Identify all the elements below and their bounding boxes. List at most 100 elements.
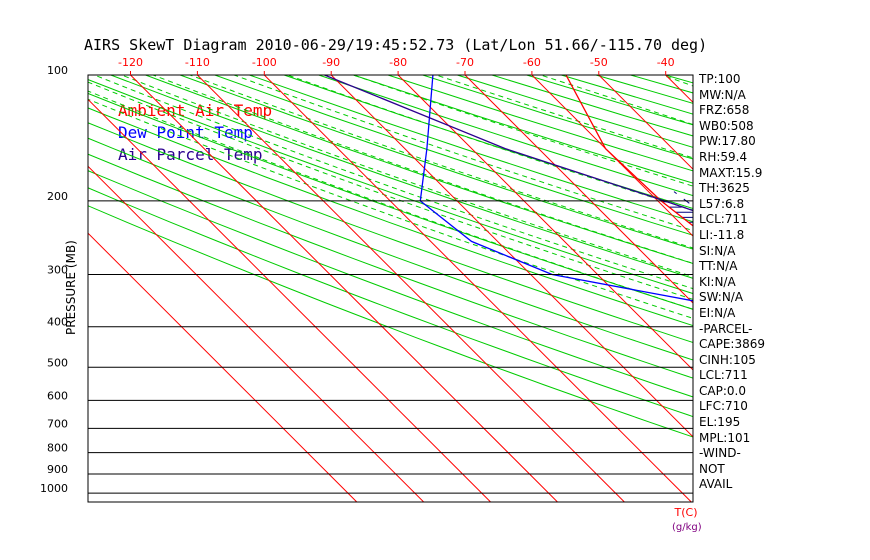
top-temp-label: -70 <box>456 56 474 69</box>
stat-line: LCL:711 <box>699 212 748 227</box>
stat-line: RH:59.4 <box>699 149 748 164</box>
stat-line: LI:-11.8 <box>699 227 745 242</box>
mixing-ratio-line <box>814 192 870 502</box>
dry-adiabat <box>457 75 693 148</box>
stat-line: SW:N/A <box>699 290 744 305</box>
dry-adiabat <box>88 187 693 418</box>
pressure-tick-label: 900 <box>47 463 68 476</box>
isotherm <box>464 75 693 304</box>
moist-adiabat <box>94 75 693 290</box>
stat-line: MAXT:15.9 <box>699 165 763 180</box>
dry-adiabat <box>526 75 693 126</box>
stat-line: EL:195 <box>699 415 741 430</box>
stat-line: PW:17.80 <box>699 134 756 149</box>
dry-adiabat <box>145 75 693 265</box>
isotherm <box>88 98 491 502</box>
stat-line: TP:100 <box>699 72 741 86</box>
isotherm <box>197 75 625 502</box>
top-temp-label: -60 <box>523 56 541 69</box>
stat-line: CAPE:3869 <box>699 337 765 352</box>
moist-adiabat <box>88 81 693 300</box>
dry-adiabat <box>422 75 693 160</box>
pressure-tick-label: 800 <box>47 442 68 455</box>
pressure-tick-label: 400 <box>47 316 68 329</box>
stat-line: KI:N/A <box>699 274 736 289</box>
top-temp-label: -120 <box>118 56 143 69</box>
stat-line: L57:6.8 <box>699 196 745 211</box>
dry-adiabat <box>769 75 870 502</box>
moist-adiabat <box>189 75 693 249</box>
dry-adiabat <box>214 75 693 236</box>
top-temp-label: -50 <box>590 56 608 69</box>
mixing-ratio-line <box>862 192 870 502</box>
dry-adiabat <box>595 75 693 104</box>
isotherm <box>598 75 693 170</box>
dry-adiabat <box>561 75 693 115</box>
isotherm <box>800 75 870 502</box>
stat-line: FRZ:658 <box>699 103 750 118</box>
pressure-tick-label: 700 <box>47 417 68 430</box>
dry-adiabat <box>283 75 693 210</box>
pressure-tick-label: 100 <box>47 64 68 77</box>
dry-adiabat <box>179 75 693 250</box>
pressure-tick-label: 600 <box>47 389 68 402</box>
isotherm <box>88 165 425 502</box>
top-temp-label: -90 <box>322 56 340 69</box>
stat-line: LCL:711 <box>699 368 748 383</box>
pressure-tick-label: 500 <box>47 356 68 369</box>
moist-adiabat <box>88 98 693 319</box>
stat-line: EI:N/A <box>699 305 736 320</box>
stat-line: CINH:105 <box>699 352 756 367</box>
isotherm <box>733 75 870 502</box>
moist-adiabat <box>435 75 693 159</box>
sounding-stats-panel: TP:100 MW:N/A FRZ:658 WB0:508 PW:17.80 RH:59.… <box>699 72 765 493</box>
dry-adiabat <box>804 75 870 502</box>
dry-adiabat <box>318 75 693 197</box>
top-temp-label: -110 <box>185 56 210 69</box>
mixing-ratio-line <box>768 192 870 502</box>
mixing-ratio-unit: (g/kg) <box>672 522 702 533</box>
dry-adiabat <box>88 205 693 438</box>
dew-point-line <box>419 75 693 302</box>
stat-line: TT:N/A <box>699 259 738 274</box>
pressure-tick-label: 200 <box>47 190 68 203</box>
stat-line: -PARCEL- <box>699 321 753 336</box>
stat-line: -WIND- <box>699 446 741 461</box>
isotherm <box>397 75 693 371</box>
dry-adiabat <box>88 92 693 310</box>
top-temp-label: -80 <box>389 56 407 69</box>
moist-adiabat <box>121 75 693 278</box>
ambient-temp-line <box>565 75 693 227</box>
isotherm <box>330 75 693 438</box>
stat-line: CAP:0.0 <box>699 383 746 398</box>
stat-line: MW:N/A <box>699 87 746 102</box>
stat-line: AVAIL <box>699 477 733 492</box>
isotherm <box>130 75 558 502</box>
stat-line: LFC:710 <box>699 399 748 414</box>
dry-adiabat <box>88 137 693 361</box>
legend-dew-point-temp: Dew Point Temp <box>118 123 253 142</box>
stat-line: TH:3625 <box>699 181 750 196</box>
dry-adiabat <box>839 75 870 502</box>
pressure-tick-label: 300 <box>47 264 68 277</box>
isotherm <box>866 75 870 502</box>
plot-frame <box>87 74 694 503</box>
dry-adiabat <box>88 153 693 379</box>
moist-adiabat <box>233 75 693 232</box>
dry-adiabat <box>88 170 693 398</box>
parcel-temp-line <box>324 75 693 212</box>
dry-adiabat <box>88 122 693 344</box>
top-temp-label: -40 <box>657 56 675 69</box>
isotherm <box>263 75 692 502</box>
isotherm <box>665 75 693 104</box>
dry-adiabat <box>700 75 870 502</box>
bottom-unit-label: T(C) <box>674 506 698 519</box>
mixing-ratio-line <box>841 192 870 502</box>
stat-line: NOT <box>699 461 725 476</box>
isotherm <box>531 75 693 237</box>
chart-title: AIRS SkewT Diagram 2010-06-29/19:45:52.7… <box>84 36 708 54</box>
dry-adiabat <box>88 107 693 327</box>
dry-adiabat <box>110 75 693 279</box>
mixing-ratio-line <box>673 191 693 207</box>
